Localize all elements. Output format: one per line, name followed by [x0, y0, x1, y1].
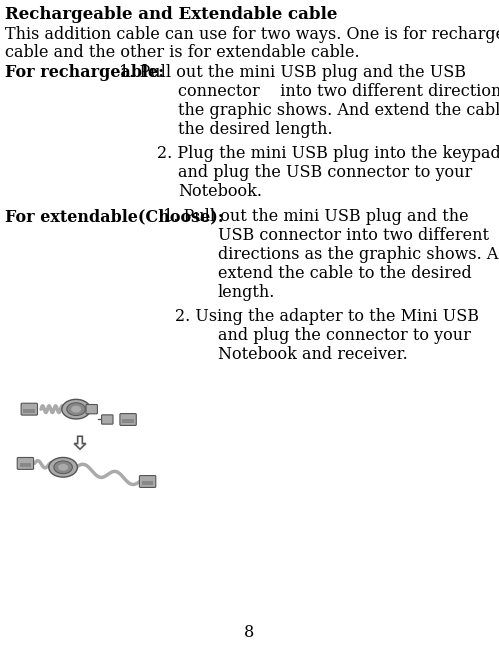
Text: Notebook and receiver.: Notebook and receiver.	[218, 346, 408, 363]
Text: For rechargeable:: For rechargeable:	[5, 64, 164, 81]
Text: 1. Pull out the mini USB plug and the USB: 1. Pull out the mini USB plug and the US…	[119, 64, 466, 81]
Text: connector    into two different directions as: connector into two different directions …	[178, 83, 499, 100]
FancyBboxPatch shape	[120, 413, 136, 426]
Ellipse shape	[62, 400, 90, 419]
Text: Notebook.: Notebook.	[178, 183, 262, 200]
Text: and plug the connector to your: and plug the connector to your	[218, 327, 471, 344]
FancyBboxPatch shape	[17, 457, 33, 469]
Text: 2. Using the adapter to the Mini USB: 2. Using the adapter to the Mini USB	[175, 308, 479, 325]
Text: and plug the USB connector to your: and plug the USB connector to your	[178, 164, 472, 181]
Text: Rechargeable and Extendable cable: Rechargeable and Extendable cable	[5, 6, 337, 23]
Text: extend the cable to the desired: extend the cable to the desired	[218, 265, 472, 282]
Text: the graphic shows. And extend the cable to: the graphic shows. And extend the cable …	[178, 102, 499, 119]
FancyBboxPatch shape	[21, 403, 37, 415]
Text: 8: 8	[245, 624, 254, 641]
Text: 2. Plug the mini USB plug into the keypad: 2. Plug the mini USB plug into the keypa…	[157, 145, 499, 162]
Text: 1. Pull out the mini USB plug and the: 1. Pull out the mini USB plug and the	[163, 208, 469, 225]
Ellipse shape	[49, 457, 77, 477]
FancyBboxPatch shape	[139, 476, 156, 487]
FancyArrow shape	[74, 436, 86, 449]
Text: the desired length.: the desired length.	[178, 121, 333, 138]
Ellipse shape	[71, 405, 81, 413]
Text: For extendable(Choose):: For extendable(Choose):	[5, 208, 224, 225]
Text: length.: length.	[218, 284, 275, 301]
Text: USB connector into two different: USB connector into two different	[218, 227, 489, 244]
Ellipse shape	[67, 403, 85, 415]
FancyBboxPatch shape	[86, 405, 97, 414]
Bar	[19, 463, 31, 467]
Ellipse shape	[58, 464, 68, 471]
Bar	[122, 419, 134, 423]
FancyBboxPatch shape	[102, 415, 113, 424]
Text: directions as the graphic shows. And: directions as the graphic shows. And	[218, 246, 499, 263]
Text: cable and the other is for extendable cable.: cable and the other is for extendable ca…	[5, 44, 360, 61]
Bar	[142, 482, 154, 485]
Ellipse shape	[54, 461, 72, 474]
Text: This addition cable can use for two ways. One is for rechargeable: This addition cable can use for two ways…	[5, 26, 499, 43]
Bar	[23, 409, 35, 413]
